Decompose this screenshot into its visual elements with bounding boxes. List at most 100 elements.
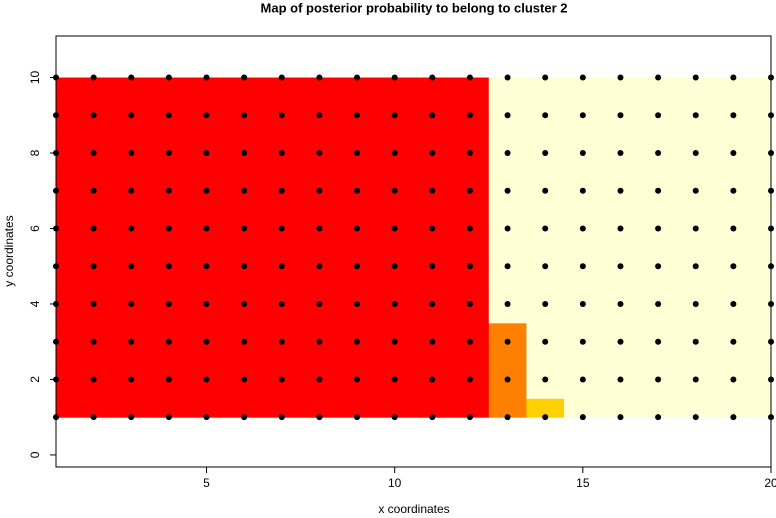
point — [504, 376, 511, 383]
point — [429, 225, 436, 232]
point — [128, 187, 135, 194]
heat-cell — [752, 285, 772, 324]
point — [466, 300, 473, 307]
heat-cell — [752, 322, 772, 362]
heat-cell — [752, 96, 772, 135]
point — [316, 263, 323, 270]
heat-cell — [413, 77, 452, 97]
point — [90, 187, 97, 194]
point — [391, 300, 398, 307]
point — [692, 338, 699, 345]
point — [316, 414, 323, 421]
point — [354, 112, 361, 119]
heat-cell — [676, 398, 716, 418]
point — [730, 338, 737, 345]
point — [730, 414, 737, 421]
point — [391, 414, 398, 421]
point — [542, 225, 549, 232]
point — [203, 149, 210, 156]
point — [730, 74, 737, 81]
heat-cell — [56, 77, 76, 97]
point — [90, 376, 97, 383]
y-tick-label: 0 — [28, 451, 42, 458]
point — [354, 74, 361, 81]
heat-cell — [752, 360, 772, 399]
heat-cell — [56, 398, 76, 418]
point — [655, 376, 662, 383]
point — [617, 225, 624, 232]
point — [429, 149, 436, 156]
point — [203, 263, 210, 270]
point — [466, 376, 473, 383]
x-axis-title: x coordinates — [378, 502, 449, 516]
y-tick-label: 8 — [28, 149, 42, 156]
point — [241, 112, 248, 119]
point — [617, 187, 624, 194]
heat-cell — [338, 77, 377, 97]
point — [241, 149, 248, 156]
x-tick-label: 5 — [203, 476, 210, 490]
point — [617, 414, 624, 421]
point — [542, 187, 549, 194]
point — [278, 149, 285, 156]
heat-cell — [112, 77, 151, 97]
y-tick-label: 6 — [28, 225, 42, 232]
point — [203, 300, 210, 307]
point — [542, 300, 549, 307]
point — [316, 74, 323, 81]
point — [241, 263, 248, 270]
heat-cell — [413, 398, 452, 418]
point — [504, 187, 511, 194]
point — [354, 414, 361, 421]
point — [354, 187, 361, 194]
point — [429, 263, 436, 270]
point — [278, 414, 285, 421]
heat-cell — [225, 77, 264, 97]
point — [655, 225, 662, 232]
heat-cell — [752, 171, 772, 211]
point — [165, 263, 172, 270]
point — [692, 414, 699, 421]
heat-cell — [56, 209, 76, 248]
point — [391, 376, 398, 383]
point — [278, 263, 285, 270]
point — [429, 414, 436, 421]
heat-cell — [601, 77, 640, 97]
point — [165, 338, 172, 345]
point — [466, 225, 473, 232]
heat-cell — [714, 77, 753, 97]
point — [241, 225, 248, 232]
point — [730, 149, 737, 156]
point — [617, 74, 624, 81]
point — [90, 74, 97, 81]
point — [90, 338, 97, 345]
heat-cell — [752, 398, 772, 418]
point — [241, 74, 248, 81]
point — [466, 187, 473, 194]
point — [241, 414, 248, 421]
point — [128, 300, 135, 307]
point — [655, 112, 662, 119]
heat-cell — [639, 77, 678, 97]
point — [617, 376, 624, 383]
point — [617, 263, 624, 270]
point — [730, 225, 737, 232]
point — [579, 187, 586, 194]
x-tick-label: 20 — [764, 476, 776, 490]
point — [655, 300, 662, 307]
x-tick-label: 10 — [388, 476, 402, 490]
point — [692, 300, 699, 307]
point — [730, 376, 737, 383]
point — [165, 74, 172, 81]
y-tick-label: 10 — [28, 71, 42, 85]
point — [391, 149, 398, 156]
heat-cell — [488, 398, 527, 418]
heat-cell — [601, 398, 640, 418]
point — [90, 414, 97, 421]
point — [542, 263, 549, 270]
point — [617, 112, 624, 119]
heat-cell — [676, 77, 716, 97]
point — [542, 149, 549, 156]
